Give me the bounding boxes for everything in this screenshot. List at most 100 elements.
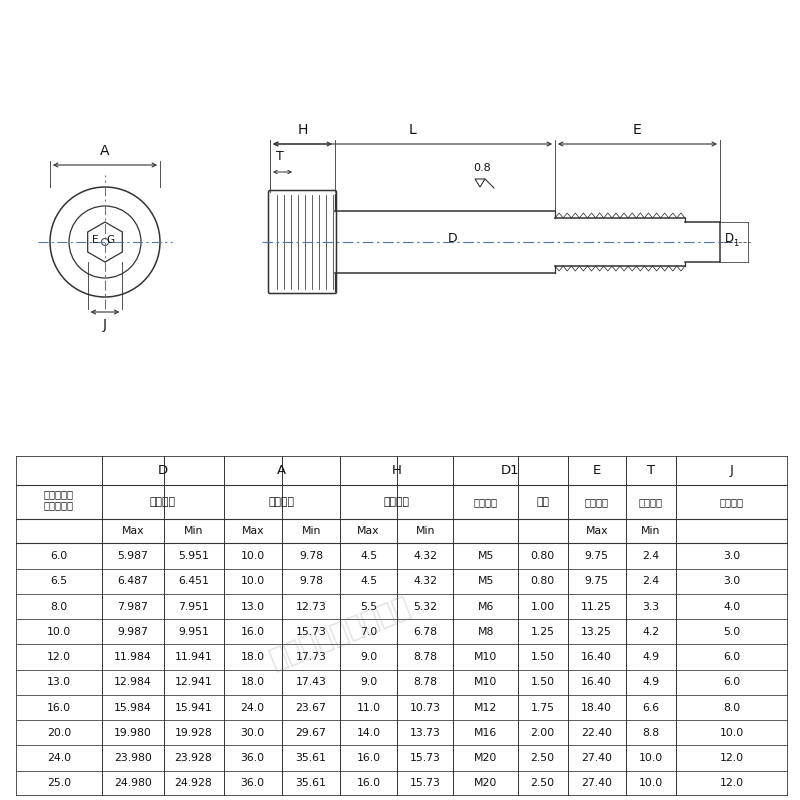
- Text: 2.50: 2.50: [530, 753, 554, 763]
- Text: 2.4: 2.4: [642, 576, 659, 586]
- Text: 1: 1: [733, 239, 738, 249]
- Text: M6: M6: [478, 602, 494, 611]
- Text: 30.0: 30.0: [241, 728, 265, 738]
- Text: 23.67: 23.67: [296, 702, 326, 713]
- Text: 15.73: 15.73: [410, 753, 441, 763]
- Text: 23.980: 23.980: [114, 753, 151, 763]
- Text: D: D: [158, 464, 168, 477]
- Text: 螺纹长度: 螺纹长度: [585, 497, 609, 507]
- Text: 0.80: 0.80: [530, 576, 555, 586]
- Text: 9.0: 9.0: [360, 678, 377, 687]
- Text: M20: M20: [474, 778, 498, 788]
- Text: T: T: [646, 464, 655, 477]
- Text: 10.0: 10.0: [638, 778, 663, 788]
- Text: 10.0: 10.0: [241, 576, 265, 586]
- Text: M16: M16: [474, 728, 498, 738]
- Text: M8: M8: [478, 626, 494, 637]
- Text: 1.50: 1.50: [530, 678, 554, 687]
- Text: T: T: [276, 150, 284, 163]
- Text: 12.0: 12.0: [720, 778, 744, 788]
- Text: 15.73: 15.73: [410, 778, 441, 788]
- Text: A: A: [100, 144, 110, 158]
- Text: 24.0: 24.0: [241, 702, 265, 713]
- Text: 7.0: 7.0: [360, 626, 377, 637]
- Text: 17.43: 17.43: [296, 678, 326, 687]
- Text: 6.0: 6.0: [723, 678, 741, 687]
- Text: 4.32: 4.32: [413, 551, 437, 561]
- Text: 16.0: 16.0: [241, 626, 265, 637]
- Text: 16.0: 16.0: [357, 753, 381, 763]
- Text: 6.6: 6.6: [642, 702, 659, 713]
- Text: 2.00: 2.00: [530, 728, 555, 738]
- Text: 18.0: 18.0: [241, 652, 265, 662]
- Text: 2.50: 2.50: [530, 778, 554, 788]
- Text: 光杆直径: 光杆直径: [150, 497, 176, 507]
- Text: M20: M20: [474, 753, 498, 763]
- Text: 13.0: 13.0: [47, 678, 71, 687]
- Text: Max: Max: [122, 526, 144, 536]
- Text: 4.5: 4.5: [360, 551, 377, 561]
- Text: 5.0: 5.0: [723, 626, 741, 637]
- Text: 36.0: 36.0: [241, 753, 265, 763]
- Text: 6.487: 6.487: [118, 576, 148, 586]
- Text: 8.8: 8.8: [642, 728, 659, 738]
- Text: 24.928: 24.928: [174, 778, 213, 788]
- Text: Min: Min: [641, 526, 661, 536]
- Text: M5: M5: [478, 576, 494, 586]
- Text: L: L: [409, 123, 416, 137]
- Text: 13.25: 13.25: [582, 626, 612, 637]
- Text: M10: M10: [474, 652, 498, 662]
- Text: 19.980: 19.980: [114, 728, 151, 738]
- Text: 8.0: 8.0: [50, 602, 67, 611]
- Text: 24.0: 24.0: [47, 753, 71, 763]
- Text: 22.40: 22.40: [582, 728, 612, 738]
- Text: 35.61: 35.61: [296, 753, 326, 763]
- Text: D1: D1: [501, 464, 520, 477]
- Text: 25.0: 25.0: [47, 778, 71, 788]
- Text: 3.3: 3.3: [642, 602, 659, 611]
- Text: 9.78: 9.78: [299, 551, 323, 561]
- Text: 1.25: 1.25: [530, 626, 554, 637]
- Text: 23.928: 23.928: [174, 753, 213, 763]
- Text: 4.5: 4.5: [360, 576, 377, 586]
- Text: 12.941: 12.941: [174, 678, 213, 687]
- Text: 4.2: 4.2: [642, 626, 659, 637]
- Text: 9.75: 9.75: [585, 576, 609, 586]
- Text: D: D: [725, 231, 734, 245]
- Text: 15.941: 15.941: [174, 702, 213, 713]
- Text: 5.951: 5.951: [178, 551, 209, 561]
- Text: 螺距: 螺距: [536, 497, 549, 507]
- Text: 基本的肩直
径公称尺寸: 基本的肩直 径公称尺寸: [44, 489, 74, 510]
- Text: 12.73: 12.73: [296, 602, 326, 611]
- Text: 5.32: 5.32: [413, 602, 437, 611]
- Text: 6.451: 6.451: [178, 576, 209, 586]
- Text: 6.5: 6.5: [50, 576, 67, 586]
- Text: 11.25: 11.25: [582, 602, 612, 611]
- Text: 16.40: 16.40: [582, 652, 612, 662]
- Text: 盛精密零件有限公司: 盛精密零件有限公司: [266, 592, 415, 674]
- Text: 10.0: 10.0: [638, 753, 663, 763]
- Text: 36.0: 36.0: [241, 778, 265, 788]
- Text: 7.951: 7.951: [178, 602, 209, 611]
- Text: 11.941: 11.941: [174, 652, 213, 662]
- Text: 10.0: 10.0: [46, 626, 71, 637]
- Text: D: D: [448, 231, 458, 245]
- Text: J: J: [730, 464, 734, 477]
- Text: 15.984: 15.984: [114, 702, 151, 713]
- Text: 1.75: 1.75: [530, 702, 554, 713]
- Text: 六角深度: 六角深度: [638, 497, 662, 507]
- Text: 1.50: 1.50: [530, 652, 554, 662]
- Text: 16.40: 16.40: [582, 678, 612, 687]
- Text: E: E: [92, 235, 98, 245]
- Text: E: E: [633, 123, 642, 137]
- Text: 螺纹直径: 螺纹直径: [474, 497, 498, 507]
- Text: 10.0: 10.0: [720, 728, 744, 738]
- Text: 27.40: 27.40: [582, 753, 612, 763]
- Text: 8.0: 8.0: [723, 702, 741, 713]
- Text: M10: M10: [474, 678, 498, 687]
- Text: 8.78: 8.78: [413, 652, 437, 662]
- Text: E: E: [593, 464, 601, 477]
- Text: 12.984: 12.984: [114, 678, 151, 687]
- Text: 6.78: 6.78: [413, 626, 437, 637]
- Text: 头部厚度: 头部厚度: [384, 497, 410, 507]
